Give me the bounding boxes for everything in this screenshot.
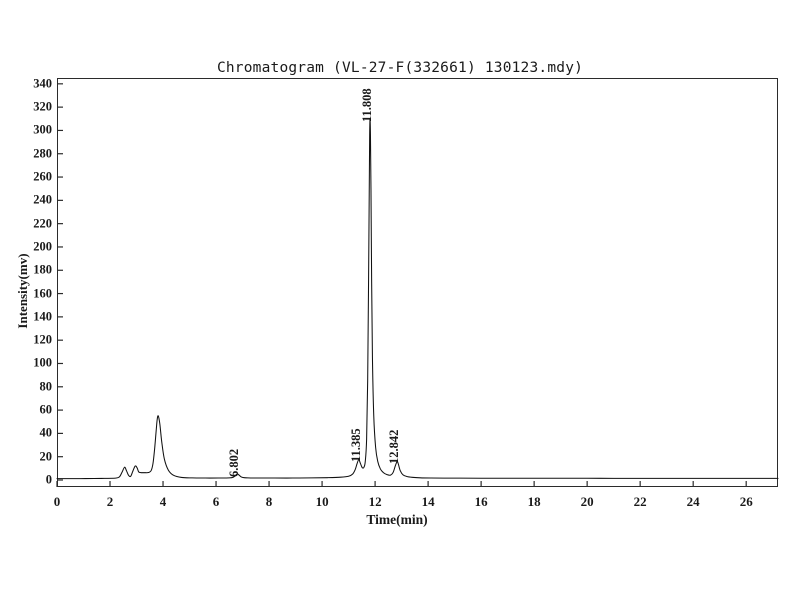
plot-area bbox=[57, 78, 778, 487]
peak-label: 6.802 bbox=[227, 449, 242, 478]
y-axis-tick-label: 140 bbox=[33, 309, 52, 324]
y-axis-tick-label: 300 bbox=[33, 122, 52, 137]
x-axis-label: Time(min) bbox=[366, 512, 428, 527]
x-axis-tick-label: 16 bbox=[474, 494, 488, 509]
y-axis-tick-label: 260 bbox=[33, 169, 52, 184]
y-axis-tick-label: 60 bbox=[39, 402, 53, 417]
x-axis-tick-label: 4 bbox=[159, 494, 167, 509]
peak-label: 12.842 bbox=[387, 429, 402, 465]
y-axis-tick-label: 20 bbox=[39, 449, 53, 464]
x-axis-tick-label: 10 bbox=[315, 494, 329, 509]
x-axis-tick-label: 14 bbox=[421, 494, 435, 509]
y-axis-tick-label: 0 bbox=[45, 472, 52, 487]
x-axis-tick-label: 8 bbox=[265, 494, 273, 509]
x-axis-tick-label: 20 bbox=[580, 494, 594, 509]
peak-label: 11.385 bbox=[348, 428, 363, 463]
y-axis-tick-label: 160 bbox=[33, 286, 52, 301]
y-axis-label: Intensity(mv) bbox=[15, 253, 30, 329]
x-axis-tick-label: 26 bbox=[739, 494, 753, 509]
x-axis-tick-label: 24 bbox=[686, 494, 700, 509]
page-title: Chromatogram (VL-27-F(332661) 130123.mdy… bbox=[216, 60, 584, 76]
y-axis-tick-label: 100 bbox=[33, 355, 52, 370]
x-axis-tick-label: 6 bbox=[212, 494, 220, 509]
x-axis-tick-label: 2 bbox=[106, 494, 114, 509]
y-axis-tick-label: 200 bbox=[33, 239, 52, 254]
y-axis-tick-label: 80 bbox=[39, 379, 53, 394]
x-axis-tick-label: 12 bbox=[368, 494, 382, 509]
y-axis-tick-label: 280 bbox=[33, 146, 52, 161]
y-axis-tick-label: 220 bbox=[33, 216, 52, 231]
x-axis-tick-label: 18 bbox=[527, 494, 541, 509]
x-axis-tick-label: 22 bbox=[633, 494, 647, 509]
y-axis-tick-label: 240 bbox=[33, 192, 52, 207]
peak-label: 11.808 bbox=[359, 88, 374, 122]
y-axis-tick-label: 40 bbox=[39, 425, 53, 440]
x-axis-tick-label: 0 bbox=[53, 494, 61, 509]
y-axis-tick-label: 340 bbox=[33, 76, 52, 91]
y-axis-tick-label: 180 bbox=[33, 262, 52, 277]
y-axis-tick-label: 120 bbox=[33, 332, 52, 347]
y-axis-tick-label: 320 bbox=[33, 99, 52, 114]
